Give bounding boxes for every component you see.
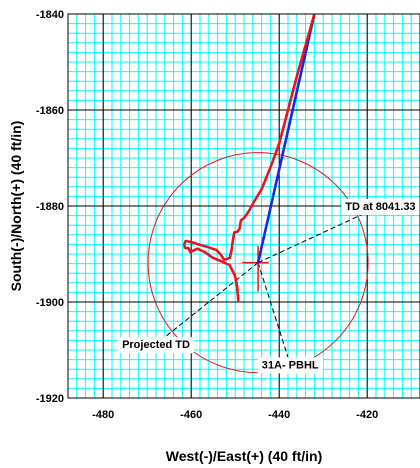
annotation-box-pbhl (257, 357, 323, 374)
leader-line-td (257, 205, 381, 264)
annotation-projected: Projected TD (122, 339, 190, 351)
x-tick-labels: -480 -460 -440 -420 (92, 409, 378, 421)
y-axis-label: South(-)/North(+) (40 ft/in) (8, 121, 24, 292)
x-axis-label: West(-)/East(+) (40 ft/in) (166, 448, 322, 464)
series-plan-line (256, 14, 316, 264)
target-crosshair (242, 245, 269, 292)
y-tick-label: -1880 (36, 201, 64, 213)
x-tick-label: -420 (356, 409, 378, 421)
leader-line-pbhl (257, 262, 291, 365)
annotation-box-projected (118, 337, 194, 354)
annotation-box-td (341, 199, 420, 215)
plot-frame (67, 13, 420, 399)
leader-line-projected (155, 262, 259, 345)
y-tick-label: -1840 (36, 9, 64, 21)
x-tick-label: -440 (268, 409, 290, 421)
annotation-pbhl: 31A- PBHL (262, 359, 319, 371)
y-tick-label: -1920 (36, 393, 64, 405)
x-tick-label: -480 (92, 409, 114, 421)
annotations: TD at 8041.33 Projected TD 31A- PBHL (118, 199, 420, 374)
y-tick-label: -1900 (36, 297, 64, 309)
y-tick-label: -1860 (36, 105, 64, 117)
x-tick-label: -460 (180, 409, 202, 421)
annotation-td: TD at 8041.33 (345, 201, 415, 213)
y-tick-labels: -1840 -1860 -1880 -1900 -1920 (36, 9, 64, 405)
series-actual-line (182, 14, 316, 302)
annotation-leader-lines (155, 205, 381, 365)
